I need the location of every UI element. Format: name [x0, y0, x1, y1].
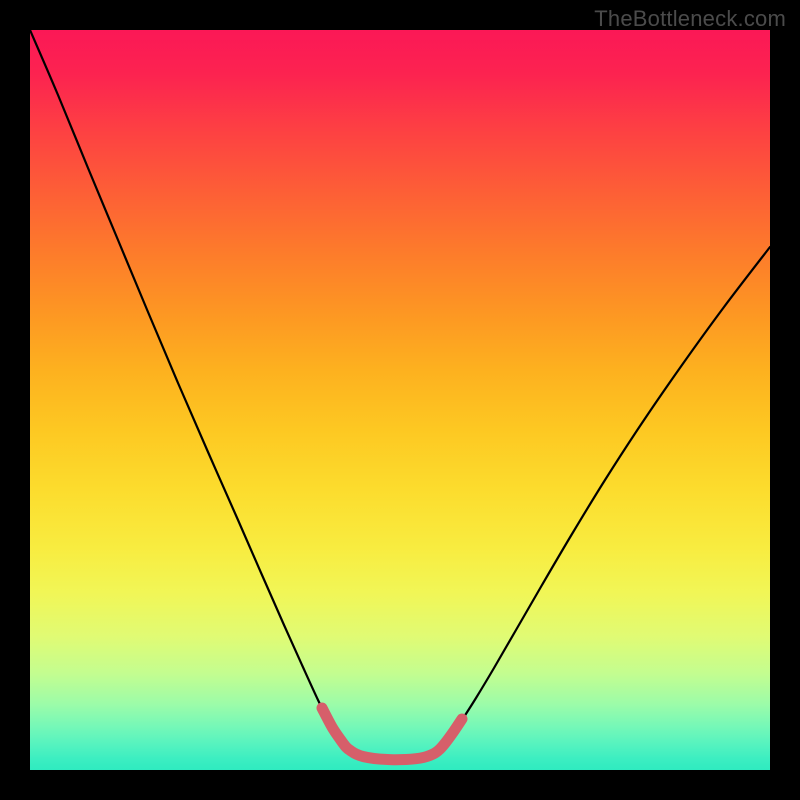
chart-svg	[0, 0, 800, 800]
watermark-text: TheBottleneck.com	[594, 6, 786, 32]
bottleneck-chart	[0, 0, 800, 800]
plot-background	[30, 30, 770, 770]
